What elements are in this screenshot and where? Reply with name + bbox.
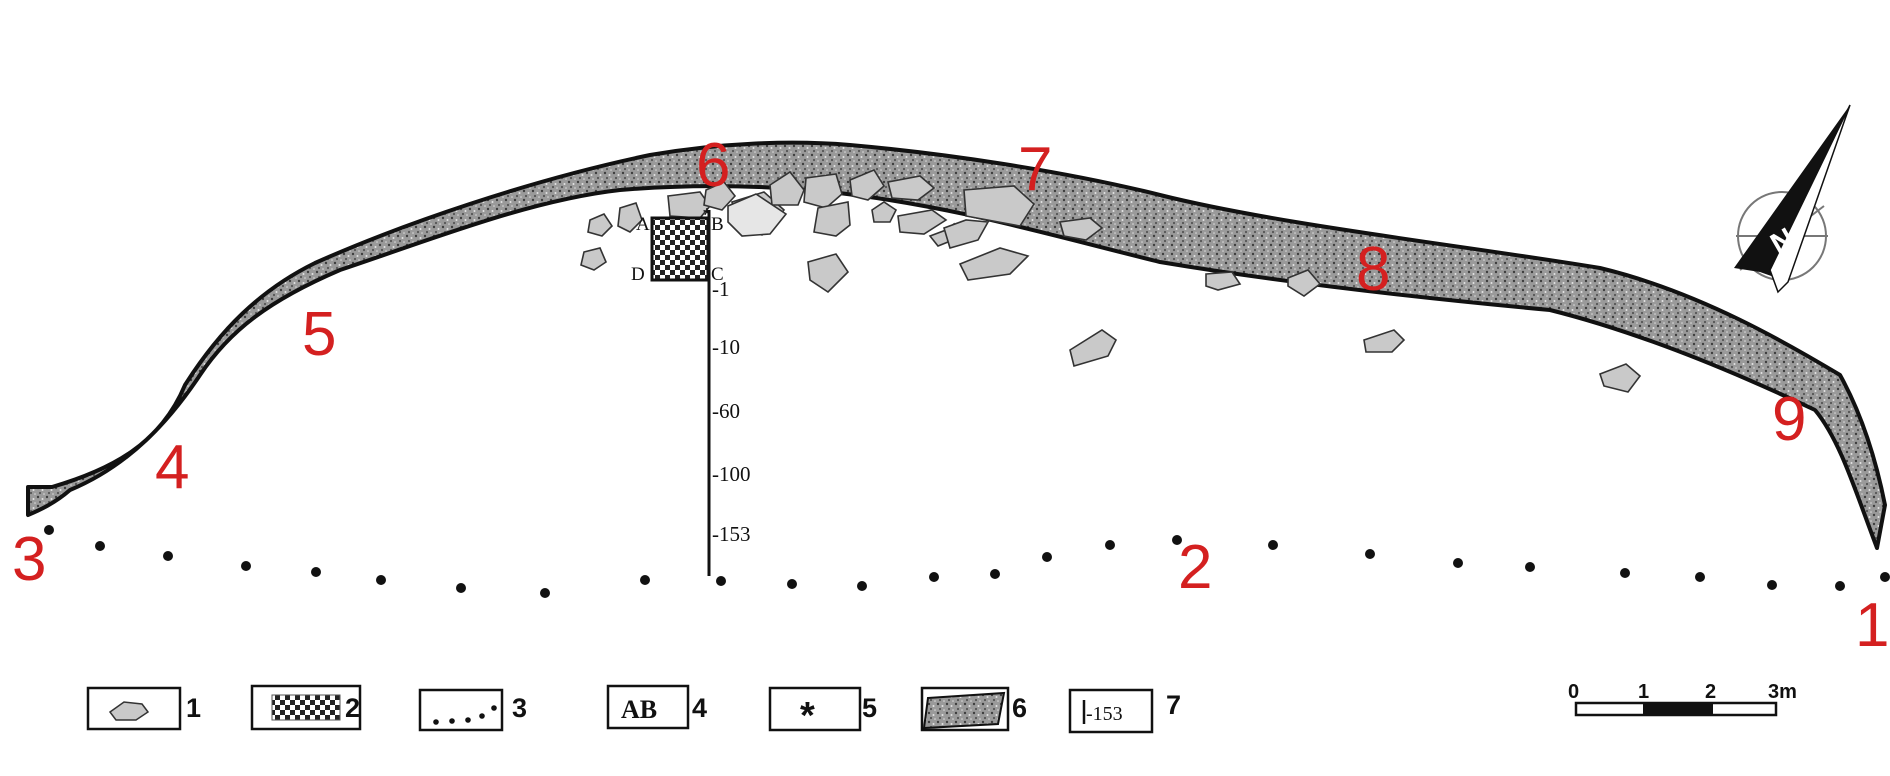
pit-corner-label: C: [711, 264, 724, 285]
depth-label: -100: [712, 462, 751, 486]
legend-num: 1: [186, 693, 201, 723]
dotted-line-icon: [433, 705, 497, 725]
asterisk-marker: *: [703, 205, 711, 227]
stone-icon: [108, 701, 150, 721]
stone: [1069, 329, 1118, 368]
depth-mark-sample: -153: [1086, 703, 1123, 725]
depth-label: -1: [712, 277, 730, 301]
stone: [887, 175, 936, 201]
stone: [617, 202, 643, 233]
point-labels: 1 2 3 4 5 6 7 8 9: [12, 131, 1889, 660]
legend-num: 3: [512, 693, 527, 723]
point-label-6: 6: [696, 131, 730, 200]
pit-corner-label: D: [631, 264, 645, 285]
scale-tick: 2: [1705, 681, 1716, 703]
stone: [803, 173, 843, 209]
legend-box: [768, 686, 862, 732]
section-letters-icon: AB: [621, 695, 657, 724]
wall-band: [26, 140, 1887, 550]
legend-num: 2: [345, 693, 360, 723]
depth-label: -153: [712, 522, 751, 546]
legend-num: 6: [1012, 693, 1027, 723]
stone: [871, 201, 898, 223]
stone: [1363, 329, 1406, 353]
point-label-4: 4: [155, 433, 189, 502]
point-label-3: 3: [12, 525, 46, 594]
wall-band-icon: [922, 691, 1006, 730]
scale-tick: 0: [1568, 681, 1579, 703]
depth-label: -10: [712, 335, 740, 359]
stones-group: [580, 169, 1642, 393]
point-label-9: 9: [1772, 385, 1806, 454]
dotted-line: [44, 525, 1890, 598]
scale-tick: 1: [1638, 681, 1649, 703]
pit-hatch-icon: [271, 694, 341, 721]
point-label-2: 2: [1178, 533, 1212, 602]
legend-box: [606, 684, 690, 730]
stone: [587, 213, 614, 237]
stone: [897, 209, 948, 235]
scale-bar: 0 1 2 3m: [1568, 681, 1797, 717]
stone: [807, 253, 850, 294]
stone: [703, 181, 737, 211]
stone: [667, 191, 712, 219]
asterisk-icon: *: [800, 695, 815, 737]
stone: [1598, 363, 1642, 393]
test-pit: A B C D *: [631, 193, 788, 285]
stone: [1205, 271, 1242, 291]
north-arrow-icon: N: [1734, 104, 1851, 294]
stone: [813, 201, 851, 237]
point-label-8: 8: [1356, 235, 1390, 304]
depth-label: -60: [712, 399, 740, 423]
scale-tick: 3m: [1768, 681, 1797, 703]
legend-box: [418, 688, 504, 732]
pit-corner-label: A: [636, 214, 650, 235]
stone: [958, 247, 1030, 281]
legend: 1 2 3 AB 4 * 5 6 -153 7: [86, 684, 1181, 737]
stone: [963, 185, 1036, 227]
pit-corner-label: B: [711, 214, 724, 235]
point-label-7: 7: [1018, 135, 1052, 204]
legend-num: 7: [1166, 690, 1181, 720]
legend-num: 4: [692, 693, 707, 723]
legend-num: 5: [862, 693, 877, 723]
stone: [580, 247, 607, 271]
stone: [769, 170, 805, 206]
depth-line: -1 -10 -60 -100 -153: [707, 210, 751, 576]
pale-stone: [727, 193, 788, 237]
stone: [1287, 269, 1322, 297]
point-label-1: 1: [1855, 591, 1889, 660]
stone: [1058, 217, 1104, 241]
pit-square: [650, 216, 710, 282]
stone: [943, 219, 990, 249]
point-label-5: 5: [302, 300, 336, 369]
stone: [849, 169, 886, 201]
